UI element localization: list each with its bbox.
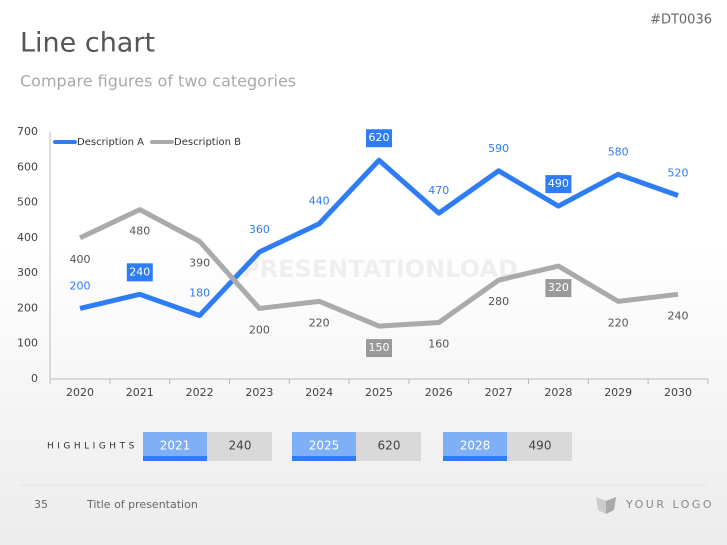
data-label: 200 bbox=[249, 323, 270, 336]
highlight-value-box bbox=[507, 432, 572, 461]
label-box bbox=[366, 339, 392, 358]
series-line bbox=[79, 157, 679, 318]
x-tick-label: 2024 bbox=[305, 386, 333, 399]
label-box bbox=[126, 263, 153, 282]
highlight-value-box bbox=[356, 432, 421, 461]
slide-title: Line chart bbox=[20, 28, 155, 59]
x-tick-label: 2029 bbox=[604, 386, 632, 399]
x-tick-label: 2030 bbox=[664, 386, 692, 399]
data-label: 360 bbox=[249, 223, 270, 236]
footer-title: Title of presentation bbox=[86, 498, 198, 511]
highlight-year-bar bbox=[292, 456, 356, 461]
y-tick-label: 700 bbox=[17, 125, 38, 138]
data-label: 400 bbox=[70, 253, 91, 266]
label-box bbox=[366, 129, 392, 148]
data-label: 320 bbox=[548, 281, 569, 294]
slide-code: #DT0036 bbox=[650, 13, 712, 28]
watermark: PRESENTATIONLOAD bbox=[242, 255, 518, 283]
highlight-year: 2025 bbox=[309, 439, 340, 453]
data-label: 440 bbox=[309, 195, 330, 208]
data-label: 220 bbox=[608, 316, 629, 329]
data-label: 200 bbox=[70, 279, 91, 292]
logo-text: YOUR LOGO bbox=[625, 498, 714, 511]
highlight-year-bar bbox=[443, 456, 507, 461]
highlights-label: HIGHLIGHTS bbox=[47, 442, 138, 452]
x-tick-label: 2025 bbox=[365, 386, 393, 399]
x-tick-label: 2020 bbox=[66, 386, 94, 399]
slide-subtitle: Compare figures of two categories bbox=[20, 72, 296, 91]
data-label: 580 bbox=[608, 145, 629, 158]
label-box bbox=[545, 279, 572, 298]
y-tick-label: 0 bbox=[31, 372, 38, 385]
data-label: 480 bbox=[129, 225, 150, 238]
data-label: 240 bbox=[668, 309, 689, 322]
highlight-year: 2021 bbox=[160, 439, 191, 453]
highlight-value: 240 bbox=[229, 439, 252, 453]
y-tick-label: 500 bbox=[17, 196, 38, 209]
data-label: 180 bbox=[189, 286, 210, 299]
y-tick-label: 200 bbox=[17, 301, 38, 314]
data-label: 240 bbox=[129, 265, 150, 278]
x-tick-label: 2027 bbox=[485, 386, 513, 399]
data-label: 160 bbox=[428, 338, 449, 351]
x-tick-label: 2026 bbox=[425, 386, 453, 399]
data-label: 620 bbox=[369, 131, 390, 144]
y-tick-label: 400 bbox=[17, 231, 38, 244]
data-label: 150 bbox=[369, 341, 390, 354]
highlight-value-box bbox=[207, 432, 272, 461]
highlight-year-bar bbox=[143, 456, 207, 461]
legend-label: Description A bbox=[77, 137, 144, 148]
x-tick-label: 2022 bbox=[186, 386, 214, 399]
logo-icon-shade bbox=[606, 497, 616, 514]
y-tick-label: 300 bbox=[17, 266, 38, 279]
x-tick-label: 2028 bbox=[544, 386, 572, 399]
highlight-value: 490 bbox=[529, 439, 552, 453]
label-box bbox=[545, 175, 572, 194]
data-label: 220 bbox=[309, 316, 330, 329]
series-line bbox=[78, 207, 679, 329]
legend-label: Description B bbox=[174, 137, 241, 148]
highlight-value: 620 bbox=[378, 439, 401, 453]
data-label: 390 bbox=[189, 256, 210, 269]
data-label: 520 bbox=[668, 167, 689, 180]
x-tick-label: 2023 bbox=[245, 386, 273, 399]
data-label: 470 bbox=[428, 184, 449, 197]
y-tick-label: 100 bbox=[17, 337, 38, 350]
data-label: 280 bbox=[488, 295, 509, 308]
x-tick-label: 2021 bbox=[126, 386, 154, 399]
highlight-year: 2028 bbox=[460, 439, 491, 453]
y-tick-label: 600 bbox=[17, 160, 38, 173]
data-label: 490 bbox=[548, 177, 569, 190]
page-number: 35 bbox=[34, 498, 48, 511]
data-label: 590 bbox=[488, 142, 509, 155]
